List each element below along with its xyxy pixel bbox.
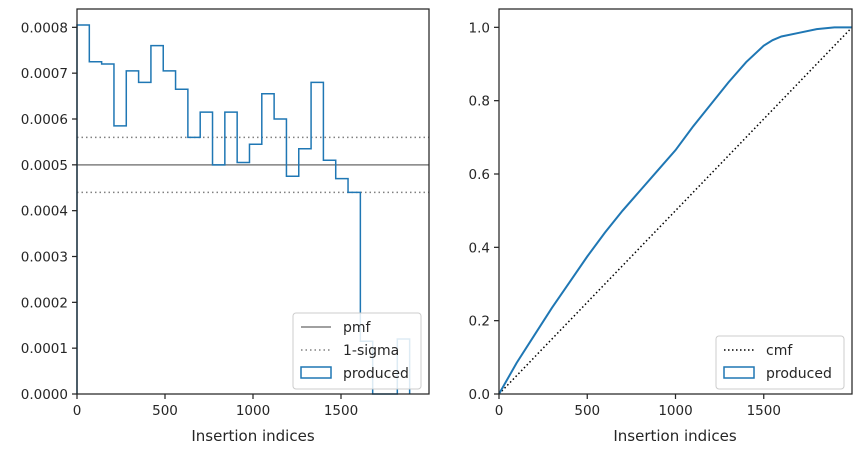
right-chart-panel: 0.0 0.2 0.4 0.6 0.8 1.0 0 500 1000 1500 Insertio… xyxy=(469,8,853,445)
y-tick-label: 0.2 xyxy=(469,314,490,330)
left-reference-lines xyxy=(77,136,429,194)
x-tick-label: 1000 xyxy=(236,403,270,419)
left-x-axis: 0 500 1000 1500 xyxy=(73,394,358,419)
left-series-layer xyxy=(76,24,411,395)
produced-histogram xyxy=(76,24,411,395)
y-tick-label: 0.6 xyxy=(469,167,490,183)
y-tick-label: 0.0002 xyxy=(21,295,68,311)
y-tick-label: 0.0008 xyxy=(21,20,68,36)
y-tick-label: 0.4 xyxy=(469,240,490,256)
left-legend: pmf 1-sigma produced xyxy=(292,312,422,390)
y-tick-label: 1.0 xyxy=(469,20,490,36)
right-y-axis: 0.0 0.2 0.4 0.6 0.8 1.0 xyxy=(469,20,499,403)
y-tick-label: 0.0004 xyxy=(21,204,68,220)
right-x-axis: 0 500 1000 1500 xyxy=(495,394,781,419)
left-legend-box xyxy=(292,312,422,390)
x-tick-label: 500 xyxy=(574,403,600,419)
left-x-axis-label: Insertion indices xyxy=(191,427,314,445)
y-tick-label: 0.0003 xyxy=(21,250,68,266)
left-y-axis: 0.0000 0.0001 0.0002 0.0003 0.0004 0.0005 0.00… xyxy=(21,20,77,403)
y-tick-label: 0.0 xyxy=(469,387,490,403)
y-tick-label: 0.0007 xyxy=(21,66,68,82)
legend-cmf-label: cmf xyxy=(766,343,793,359)
y-tick-label: 0.0005 xyxy=(21,158,68,174)
x-tick-label: 0 xyxy=(73,403,82,419)
y-tick-label: 0.0000 xyxy=(21,387,68,403)
x-tick-label: 1000 xyxy=(658,403,692,419)
y-tick-label: 0.0001 xyxy=(21,341,68,357)
legend-produced-label-right: produced xyxy=(766,366,832,382)
right-x-axis-label: Insertion indices xyxy=(613,427,736,445)
right-legend: cmf produced xyxy=(715,335,845,390)
x-tick-label: 1500 xyxy=(324,403,358,419)
legend-produced-label: produced xyxy=(343,366,409,382)
legend-produced-swatch xyxy=(300,366,332,379)
produced-cumulative-line xyxy=(498,26,852,395)
y-tick-label: 0.8 xyxy=(469,94,490,110)
x-tick-label: 500 xyxy=(152,403,178,419)
left-chart-panel: 0.0000 0.0001 0.0002 0.0003 0.0004 0.0005 0.00… xyxy=(21,8,430,445)
y-tick-label: 0.0006 xyxy=(21,112,68,128)
cmf-line xyxy=(498,26,853,395)
legend-pmf-label: pmf xyxy=(343,320,372,336)
x-tick-label: 1500 xyxy=(747,403,781,419)
legend-produced-swatch-right xyxy=(723,366,755,379)
x-tick-label: 0 xyxy=(495,403,504,419)
right-series-layer xyxy=(498,26,853,395)
legend-sigma-label: 1-sigma xyxy=(343,343,399,359)
